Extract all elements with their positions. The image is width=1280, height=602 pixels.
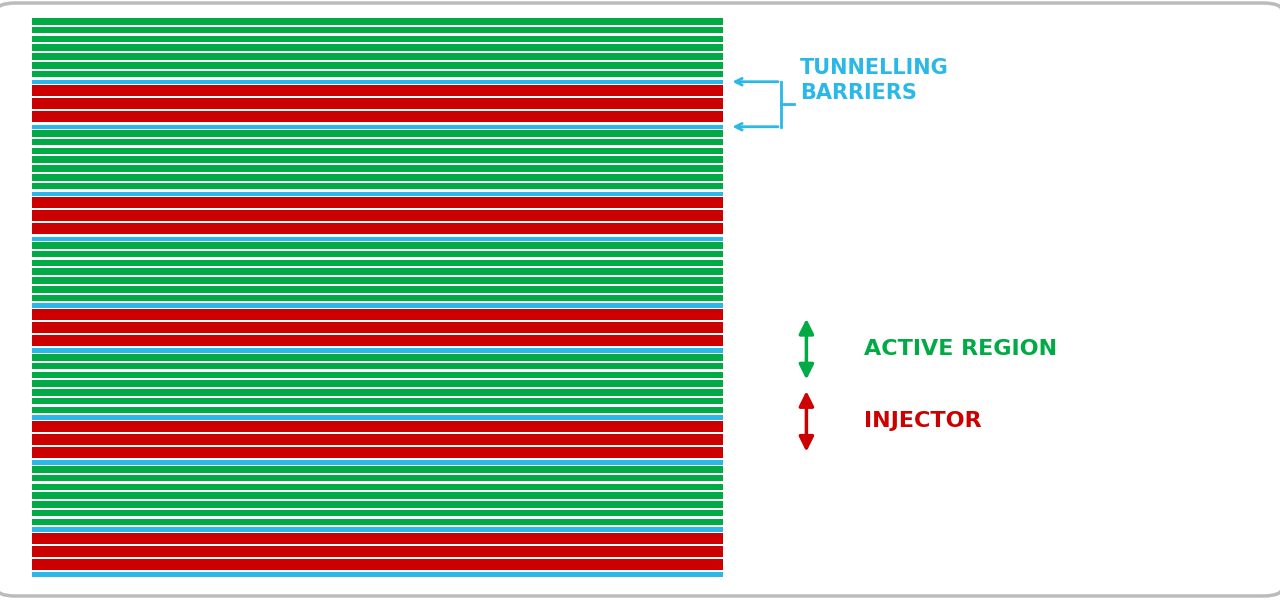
- Bar: [32, 559, 723, 570]
- Bar: [32, 389, 723, 396]
- Bar: [32, 492, 723, 499]
- Bar: [32, 237, 723, 241]
- Bar: [32, 71, 723, 77]
- Bar: [32, 335, 723, 346]
- Bar: [32, 407, 723, 413]
- Bar: [32, 210, 723, 221]
- Bar: [32, 354, 723, 361]
- Bar: [32, 259, 723, 266]
- Bar: [32, 322, 723, 333]
- Bar: [32, 573, 723, 577]
- Bar: [32, 533, 723, 544]
- Bar: [32, 36, 723, 42]
- Bar: [32, 85, 723, 96]
- Bar: [32, 27, 723, 34]
- Bar: [32, 371, 723, 378]
- Bar: [32, 174, 723, 181]
- Bar: [32, 139, 723, 146]
- Bar: [32, 510, 723, 517]
- Bar: [32, 18, 723, 25]
- Text: ACTIVE REGION: ACTIVE REGION: [864, 339, 1057, 359]
- Bar: [32, 434, 723, 445]
- Bar: [32, 268, 723, 275]
- Bar: [32, 165, 723, 172]
- Bar: [32, 53, 723, 60]
- Bar: [32, 242, 723, 249]
- Bar: [32, 475, 723, 482]
- Bar: [32, 45, 723, 51]
- Bar: [32, 527, 723, 532]
- Bar: [32, 223, 723, 234]
- Bar: [32, 363, 723, 370]
- Bar: [32, 277, 723, 284]
- Bar: [32, 501, 723, 507]
- Bar: [32, 303, 723, 308]
- Bar: [32, 295, 723, 301]
- Bar: [32, 111, 723, 122]
- Bar: [32, 466, 723, 473]
- Bar: [32, 519, 723, 525]
- Bar: [32, 62, 723, 69]
- Bar: [32, 125, 723, 129]
- Bar: [32, 98, 723, 109]
- Bar: [32, 79, 723, 84]
- Bar: [32, 349, 723, 353]
- Bar: [32, 183, 723, 189]
- Bar: [32, 157, 723, 163]
- Bar: [32, 421, 723, 432]
- Bar: [32, 415, 723, 420]
- Bar: [32, 380, 723, 387]
- Bar: [32, 483, 723, 490]
- Bar: [32, 309, 723, 320]
- Bar: [32, 461, 723, 465]
- Bar: [32, 398, 723, 405]
- Bar: [32, 251, 723, 258]
- Bar: [32, 197, 723, 208]
- Bar: [32, 286, 723, 293]
- Bar: [32, 191, 723, 196]
- FancyBboxPatch shape: [0, 3, 1280, 596]
- Text: INJECTOR: INJECTOR: [864, 411, 982, 432]
- Text: TUNNELLING
BARRIERS: TUNNELLING BARRIERS: [800, 58, 948, 102]
- Bar: [32, 130, 723, 137]
- Bar: [32, 147, 723, 154]
- Bar: [32, 546, 723, 557]
- Bar: [32, 447, 723, 458]
